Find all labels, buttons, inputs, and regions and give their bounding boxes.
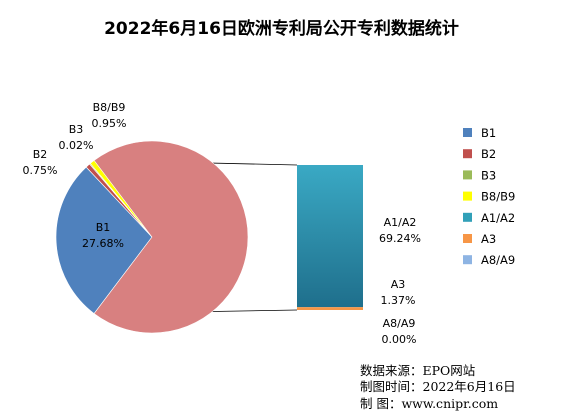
legend-label-b8-b9: B8/B9: [481, 190, 515, 204]
bar-segment-a1-a2: [297, 165, 363, 308]
pie-slice-b1: [55, 166, 153, 315]
data-label-value-b2: 0.75%: [23, 164, 58, 177]
data-label-value-a1-a2: 69.24%: [379, 232, 421, 245]
data-label-value-b8-b9: 0.95%: [92, 117, 127, 130]
legend-label-a8-a9: A8/A9: [481, 253, 515, 267]
legend-swatch-a1-a2: [463, 212, 472, 222]
data-label-name-a1-a2: A1/A2: [384, 216, 417, 229]
bar-segment-a3: [297, 307, 363, 310]
data-label-name-b8-b9: B8/B9: [93, 101, 126, 114]
data-label-value-b1: 27.68%: [82, 237, 124, 250]
data-label-name-b2: B2: [33, 148, 48, 161]
chart-title: 2022年6月16日欧洲专利局公开专利数据统计: [104, 19, 459, 39]
legend-label-b2: B2: [481, 147, 496, 161]
data-label-name-a3: A3: [391, 278, 406, 291]
source-line-data: 数据来源：EPO网站: [360, 363, 476, 378]
legend-swatch-b1: [463, 128, 472, 137]
legend-label-a3: A3: [481, 232, 496, 246]
legend-label-a1-a2: A1/A2: [481, 211, 515, 225]
legend-swatch-a8-a9: [463, 255, 472, 265]
legend-label-b1: B1: [481, 126, 496, 140]
legend-swatch-b8-b9: [463, 191, 472, 201]
legend-swatch-b3: [463, 170, 472, 180]
source-line-maker: 制 图：www.cnipr.com: [360, 396, 499, 411]
legend-swatch-b2: [463, 149, 472, 159]
data-label-value-a8-a9: 0.00%: [382, 333, 417, 346]
legend-swatch-a3: [463, 234, 472, 243]
data-label-name-a8-a9: A8/A9: [383, 317, 416, 330]
data-label-name-b3: B3: [69, 123, 84, 136]
pie-slice-other: [93, 140, 249, 334]
data-label-value-b3: 0.02%: [59, 139, 94, 152]
legend-label-b3: B3: [481, 168, 496, 182]
source-line-time: 制图时间：2022年6月16日: [360, 379, 516, 394]
data-label-value-a3: 1.37%: [381, 294, 416, 307]
data-label-name-b1: B1: [96, 221, 111, 234]
